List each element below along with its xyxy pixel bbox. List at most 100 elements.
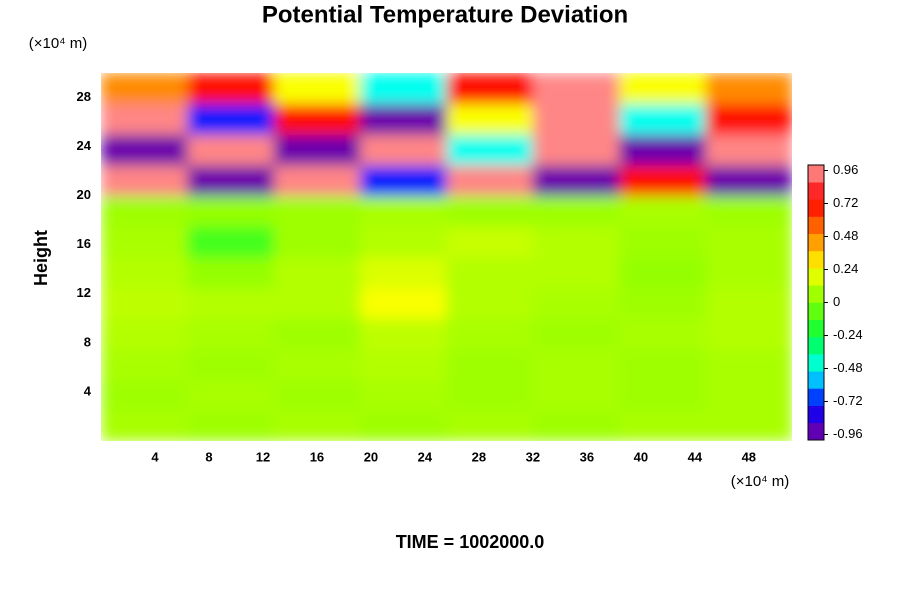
heat-cell xyxy=(101,195,188,227)
heat-cell xyxy=(101,257,188,289)
x-tick-label: 40 xyxy=(634,449,648,464)
x-tick-label: 36 xyxy=(580,449,594,464)
heat-cell xyxy=(360,379,447,411)
heat-cell xyxy=(705,287,792,319)
heat-cell xyxy=(705,226,792,258)
heat-cell xyxy=(446,103,534,135)
heat-cell xyxy=(101,379,188,411)
heat-cell xyxy=(619,134,707,166)
colorbar-band xyxy=(808,336,824,355)
heat-cell xyxy=(446,379,534,411)
heat-cell xyxy=(187,410,275,441)
heat-cell xyxy=(360,165,447,197)
heat-cell xyxy=(101,349,188,381)
y-tick-label: 12 xyxy=(77,285,91,300)
heat-cell xyxy=(187,165,275,197)
colorbar-band xyxy=(808,371,824,389)
heat-cell xyxy=(705,103,792,135)
y-tick-label: 4 xyxy=(84,383,92,398)
heat-cell xyxy=(187,318,275,350)
colorbar-band xyxy=(808,268,824,286)
y-tick-label: 16 xyxy=(77,236,91,251)
x-tick-label: 16 xyxy=(310,449,324,464)
colorbar-band xyxy=(808,422,824,441)
heat-cell xyxy=(532,257,620,289)
heat-cell xyxy=(360,134,447,166)
heat-cell xyxy=(187,349,275,381)
y-unit: (×10⁴ m) xyxy=(29,35,88,52)
heat-cell xyxy=(360,73,447,105)
heat-cell xyxy=(446,134,534,166)
heat-cell xyxy=(532,165,620,197)
heat-cell xyxy=(273,257,361,289)
heat-cell xyxy=(360,287,447,319)
heat-cell xyxy=(705,195,792,227)
y-axis-label: Height xyxy=(31,230,51,286)
heat-cell xyxy=(101,165,188,197)
heat-cell xyxy=(187,226,275,258)
colorbar-band xyxy=(808,354,824,372)
colorbar: 0.96 0.72 0.48 0.24 0 -0.24 -0.48 -0.72 -0.96 xyxy=(807,162,863,441)
heat-cell xyxy=(273,134,361,166)
colorbar-band xyxy=(808,388,824,406)
heat-cell xyxy=(619,287,707,319)
heat-cell xyxy=(273,318,361,350)
heat-cell xyxy=(360,410,447,441)
heat-cell xyxy=(187,134,275,166)
colorbar-band xyxy=(808,233,824,252)
heat-cell xyxy=(360,257,447,289)
heat-cell xyxy=(101,318,188,350)
heat-cell xyxy=(101,287,188,319)
heat-cell xyxy=(619,410,707,441)
heat-cell xyxy=(619,379,707,411)
heat-cell xyxy=(532,103,620,135)
heat-cell xyxy=(273,195,361,227)
heat-cell xyxy=(446,287,534,319)
heat-cell xyxy=(705,257,792,289)
heat-cell xyxy=(273,103,361,135)
heat-cell xyxy=(619,349,707,381)
heat-cell xyxy=(705,318,792,350)
heat-cell xyxy=(187,73,275,105)
heat-cell xyxy=(360,318,447,350)
heat-cell xyxy=(273,379,361,411)
x-tick-label: 24 xyxy=(418,449,433,464)
colorbar-tick-label: -0.96 xyxy=(833,426,863,441)
heat-cell xyxy=(532,134,620,166)
y-tick-label: 24 xyxy=(77,138,92,153)
colorbar-tick-label: -0.48 xyxy=(833,360,863,375)
heat-cell xyxy=(101,226,188,258)
heat-cell xyxy=(446,349,534,381)
heat-cell xyxy=(532,349,620,381)
heat-cell xyxy=(360,195,447,227)
x-tick-label: 12 xyxy=(256,449,270,464)
y-tick-label: 8 xyxy=(84,334,91,349)
x-tick-label: 20 xyxy=(364,449,378,464)
colorbar-tick-label: -0.72 xyxy=(833,393,863,408)
colorbar-tick-label: 0.96 xyxy=(833,162,858,177)
heat-cell xyxy=(273,410,361,441)
plot-area xyxy=(101,73,792,441)
heat-cell xyxy=(446,410,534,441)
heat-cell xyxy=(532,226,620,258)
x-tick-label: 4 xyxy=(151,449,159,464)
heat-cell xyxy=(446,318,534,350)
colorbar-band xyxy=(808,199,824,217)
heat-cell xyxy=(705,134,792,166)
heat-cell xyxy=(187,379,275,411)
heat-cell xyxy=(619,103,707,135)
colorbar-band xyxy=(808,285,824,303)
heat-cell xyxy=(705,165,792,197)
heat-cell xyxy=(273,226,361,258)
colorbar-band xyxy=(808,165,824,183)
colorbar-tick-label: 0.72 xyxy=(833,195,858,210)
heat-cell xyxy=(273,73,361,105)
heat-cell xyxy=(446,73,534,105)
heat-cell xyxy=(273,287,361,319)
colorbar-band xyxy=(808,250,824,269)
heat-cell xyxy=(360,226,447,258)
chart-title: Potential Temperature Deviation xyxy=(262,1,628,28)
y-tick-label: 20 xyxy=(77,187,91,202)
heat-cell xyxy=(273,165,361,197)
colorbar-band xyxy=(808,302,824,320)
